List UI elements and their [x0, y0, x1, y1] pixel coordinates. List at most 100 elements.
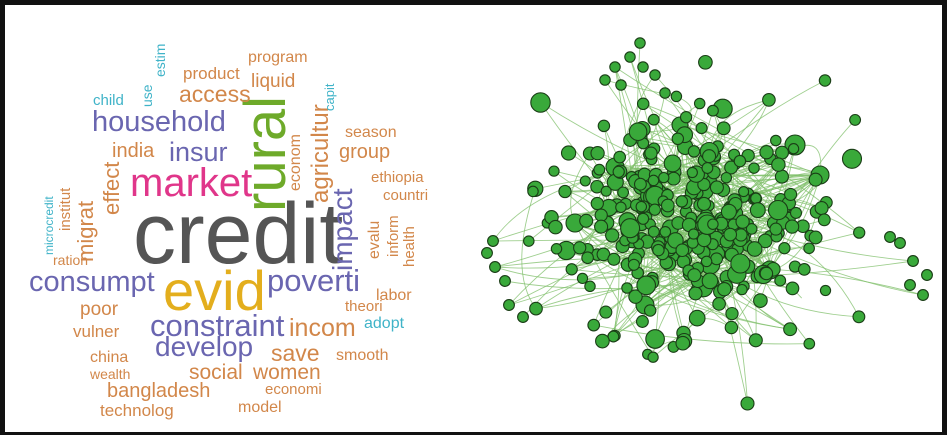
- network-node: [597, 119, 611, 133]
- network-node: [724, 320, 739, 335]
- network-node: [527, 185, 539, 198]
- network-node: [530, 92, 551, 113]
- network-node: [652, 243, 665, 257]
- word-constraint: constraint: [150, 308, 285, 343]
- network-node: [594, 219, 609, 234]
- network-node: [612, 165, 625, 178]
- network-node: [693, 97, 706, 110]
- word-bangladesh: bangladesh: [107, 380, 211, 402]
- network-node: [688, 309, 706, 327]
- network-node: [852, 310, 866, 324]
- network-node: [581, 251, 594, 265]
- network-node: [762, 93, 776, 107]
- network-node: [517, 311, 529, 323]
- network-node: [749, 202, 766, 219]
- network-nodes: [481, 37, 933, 411]
- network-node: [637, 61, 649, 73]
- network-node: [627, 258, 640, 271]
- network-node: [679, 111, 693, 124]
- network-node: [774, 274, 787, 287]
- network-node: [636, 275, 657, 296]
- network-node: [687, 145, 701, 158]
- word-poverti: poverti: [267, 263, 361, 298]
- network-node: [489, 261, 501, 273]
- network-node: [579, 175, 591, 187]
- network-node: [735, 214, 750, 229]
- network-node: [523, 235, 535, 247]
- word-develop: develop: [155, 331, 254, 362]
- network-node: [733, 154, 747, 168]
- network-edge: [574, 222, 654, 358]
- network-node: [740, 396, 755, 411]
- network-node: [594, 208, 608, 222]
- network-node: [701, 162, 714, 174]
- network-node: [698, 54, 713, 70]
- word-women: women: [253, 361, 321, 384]
- network-edge: [642, 103, 781, 200]
- network-node: [599, 305, 613, 319]
- network-node: [707, 218, 719, 230]
- word-product: product: [183, 64, 240, 83]
- network-node: [647, 174, 660, 187]
- word-season: season: [345, 124, 397, 141]
- network-node: [775, 145, 789, 160]
- network-node: [769, 222, 783, 236]
- network-node: [730, 253, 751, 274]
- network-node: [702, 149, 717, 164]
- network-node: [671, 132, 685, 146]
- network-node: [648, 203, 661, 216]
- word-adopt: adopt: [364, 315, 405, 332]
- word-credit: credit: [133, 186, 344, 282]
- word-poor: poor: [80, 299, 119, 320]
- network-node: [803, 337, 816, 350]
- network-node: [660, 198, 675, 213]
- network-node: [817, 213, 831, 227]
- network-node: [696, 196, 712, 211]
- network-node: [723, 227, 738, 242]
- network-node: [720, 203, 737, 220]
- network-node: [663, 154, 682, 173]
- network-node: [558, 184, 572, 199]
- word-china: china: [90, 349, 129, 366]
- network-node: [576, 272, 589, 285]
- network-node: [841, 148, 863, 169]
- network-node: [675, 195, 689, 208]
- network-node: [757, 233, 773, 249]
- word-cloud: credit evid rural market household insur…: [5, 5, 460, 432]
- network-node: [738, 186, 750, 198]
- network-node: [548, 165, 560, 177]
- network-node: [635, 315, 649, 328]
- word-program: program: [248, 49, 308, 66]
- network-node: [499, 275, 511, 287]
- network-node: [746, 241, 763, 257]
- network-node: [590, 196, 604, 211]
- network-node: [745, 223, 758, 235]
- word-smooth: smooth: [336, 347, 389, 364]
- word-child: child: [93, 92, 124, 109]
- network-node: [917, 289, 929, 301]
- network-node: [787, 143, 800, 155]
- network-edge: [759, 174, 821, 301]
- network-node: [643, 304, 657, 317]
- word-social: social: [189, 361, 243, 384]
- word-institut: institut: [57, 187, 74, 231]
- network-node: [724, 160, 739, 175]
- network-node: [771, 157, 786, 172]
- network-node: [590, 146, 605, 161]
- network-node: [688, 286, 703, 301]
- network-node: [808, 172, 823, 187]
- word-use: use: [139, 84, 155, 107]
- network-node: [624, 51, 636, 63]
- network-node: [548, 219, 563, 235]
- network-node: [921, 269, 933, 281]
- network-node: [687, 268, 702, 283]
- network-node: [907, 255, 919, 267]
- network-node: [767, 199, 789, 221]
- network-node: [600, 185, 612, 197]
- word-model: model: [238, 399, 282, 416]
- network-node: [675, 335, 691, 351]
- network-node: [609, 61, 621, 73]
- network-node: [717, 282, 732, 297]
- network-node: [784, 219, 800, 234]
